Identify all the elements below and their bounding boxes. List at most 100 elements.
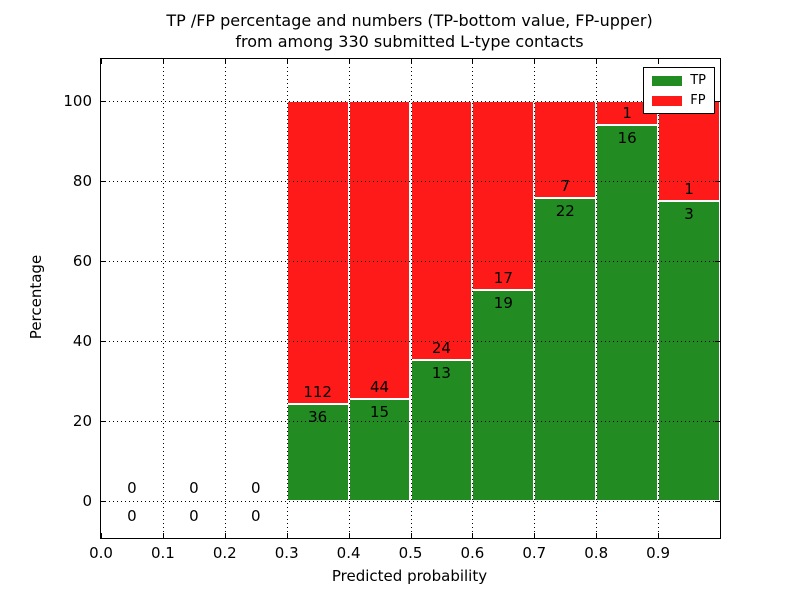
tp-bar-segment (348, 399, 411, 501)
y-tick-label: 0 (82, 491, 92, 510)
y-tick-label: 100 (63, 92, 92, 111)
tp-count-label: 15 (370, 403, 390, 422)
x-tick-mark (472, 533, 474, 538)
tp-bar-segment (658, 201, 720, 501)
y-tick-mark (101, 261, 106, 263)
x-tick-mark-top (658, 59, 660, 64)
fp-count-label: 7 (560, 176, 571, 195)
fp-count-label: 1 (684, 180, 694, 199)
x-tick-mark-top (101, 59, 102, 64)
x-gridline (658, 59, 660, 538)
x-tick-mark (534, 533, 536, 538)
x-tick-label: 0.9 (646, 544, 671, 562)
x-tick-label: 0.0 (89, 544, 113, 562)
y-tick-mark-right (715, 181, 720, 183)
x-tick-label: 0.1 (150, 544, 175, 562)
legend-entry-tp: TP (652, 74, 706, 87)
y-tick-mark-right (715, 101, 720, 103)
y-axis-title: Percentage (27, 254, 45, 340)
x-tick-mark-top (348, 59, 350, 64)
x-tick-label: 0.4 (336, 544, 361, 562)
fp-bar-segment (472, 101, 535, 290)
y-tick-mark-right (715, 420, 720, 422)
fp-count-label: 17 (493, 268, 513, 287)
y-tick-label: 40 (72, 332, 92, 351)
y-tick-mark-right (715, 500, 720, 502)
y-tick-label: 20 (72, 411, 92, 430)
fp-count-label: 24 (431, 339, 451, 358)
x-tick-mark (410, 533, 412, 538)
x-tick-mark-top (534, 59, 536, 64)
tp-bar-segment (534, 197, 597, 501)
x-tick-label: 0.3 (274, 544, 299, 562)
tp-bar-segment (472, 289, 535, 501)
x-tick-mark-top (596, 59, 598, 64)
y-tick-label: 60 (72, 252, 92, 271)
x-tick-label: 0.2 (212, 544, 237, 562)
tp-swatch-icon (652, 75, 683, 86)
fp-swatch-icon (652, 95, 683, 106)
x-gridline (348, 59, 350, 538)
fp-count-label: 112 (303, 382, 332, 401)
x-gridline (224, 59, 226, 538)
fp-count-label: 0 (250, 478, 261, 497)
chart-title-line2: from among 330 submitted L-type contacts (235, 32, 584, 51)
y-tick-mark (101, 341, 106, 343)
y-tick-mark (101, 101, 106, 103)
fp-count-label: 0 (189, 478, 199, 497)
tp-count-label: 0 (127, 506, 137, 525)
x-tick-mark-top (162, 59, 164, 64)
x-tick-mark (286, 533, 288, 538)
x-tick-mark (596, 533, 598, 538)
tp-count-label: 16 (617, 128, 637, 147)
tp-count-label: 0 (189, 506, 199, 525)
tp-count-label: 3 (684, 205, 694, 224)
x-tick-label: 0.6 (460, 544, 485, 562)
tp-count-label: 22 (555, 201, 575, 220)
x-tick-mark (658, 533, 660, 538)
x-tick-label: 0.8 (584, 544, 609, 562)
chart-title: TP /FP percentage and numbers (TP-bottom… (100, 10, 719, 52)
y-tick-label: 80 (72, 172, 92, 191)
y-tick-mark-right (715, 341, 720, 343)
tp-count-label: 19 (493, 293, 513, 312)
legend-label-tp: TP (690, 73, 706, 88)
y-tick-mark-right (715, 261, 720, 263)
x-tick-mark (224, 533, 226, 538)
x-tick-mark-top (410, 59, 412, 64)
fp-count-label: 1 (622, 103, 632, 122)
x-gridline (286, 59, 288, 538)
x-gridline (410, 59, 412, 538)
x-tick-mark-top (286, 59, 288, 64)
x-tick-label: 0.7 (522, 544, 547, 562)
legend-label-fp: FP (690, 93, 706, 108)
tp-count-label: 36 (308, 407, 328, 426)
x-gridline (596, 59, 598, 538)
x-gridline (162, 59, 164, 538)
x-tick-mark (162, 533, 164, 538)
x-tick-label: 0.5 (398, 544, 423, 562)
tp-count-label: 0 (250, 506, 261, 525)
fp-count-label: 44 (370, 378, 390, 397)
legend: TP FP (643, 67, 715, 114)
fp-bar-segment (286, 101, 349, 404)
legend-entry-fp: FP (652, 94, 706, 107)
fp-bar-segment (348, 101, 411, 400)
fp-bar-segment (410, 101, 473, 361)
fp-count-label: 0 (127, 478, 137, 497)
x-axis-title: Predicted probability (331, 567, 488, 585)
y-tick-mark (101, 500, 106, 502)
x-tick-mark-top (472, 59, 474, 64)
tp-bar-segment (596, 124, 659, 501)
fp-bar-segment (658, 101, 720, 202)
x-tick-mark (348, 533, 350, 538)
plot-area: TP FP 0 0 0 0 0 0 112 36 44 15 24 13 17 19 7 22 1 16 1 3 0.0… (63, 58, 721, 561)
y-tick-mark (101, 420, 106, 422)
chart-title-line1: TP /FP percentage and numbers (TP-bottom… (166, 11, 653, 30)
y-tick-mark (101, 181, 106, 183)
x-tick-mark (101, 533, 102, 538)
x-gridline (534, 59, 536, 538)
tp-count-label: 13 (431, 364, 451, 383)
x-tick-mark-top (224, 59, 226, 64)
